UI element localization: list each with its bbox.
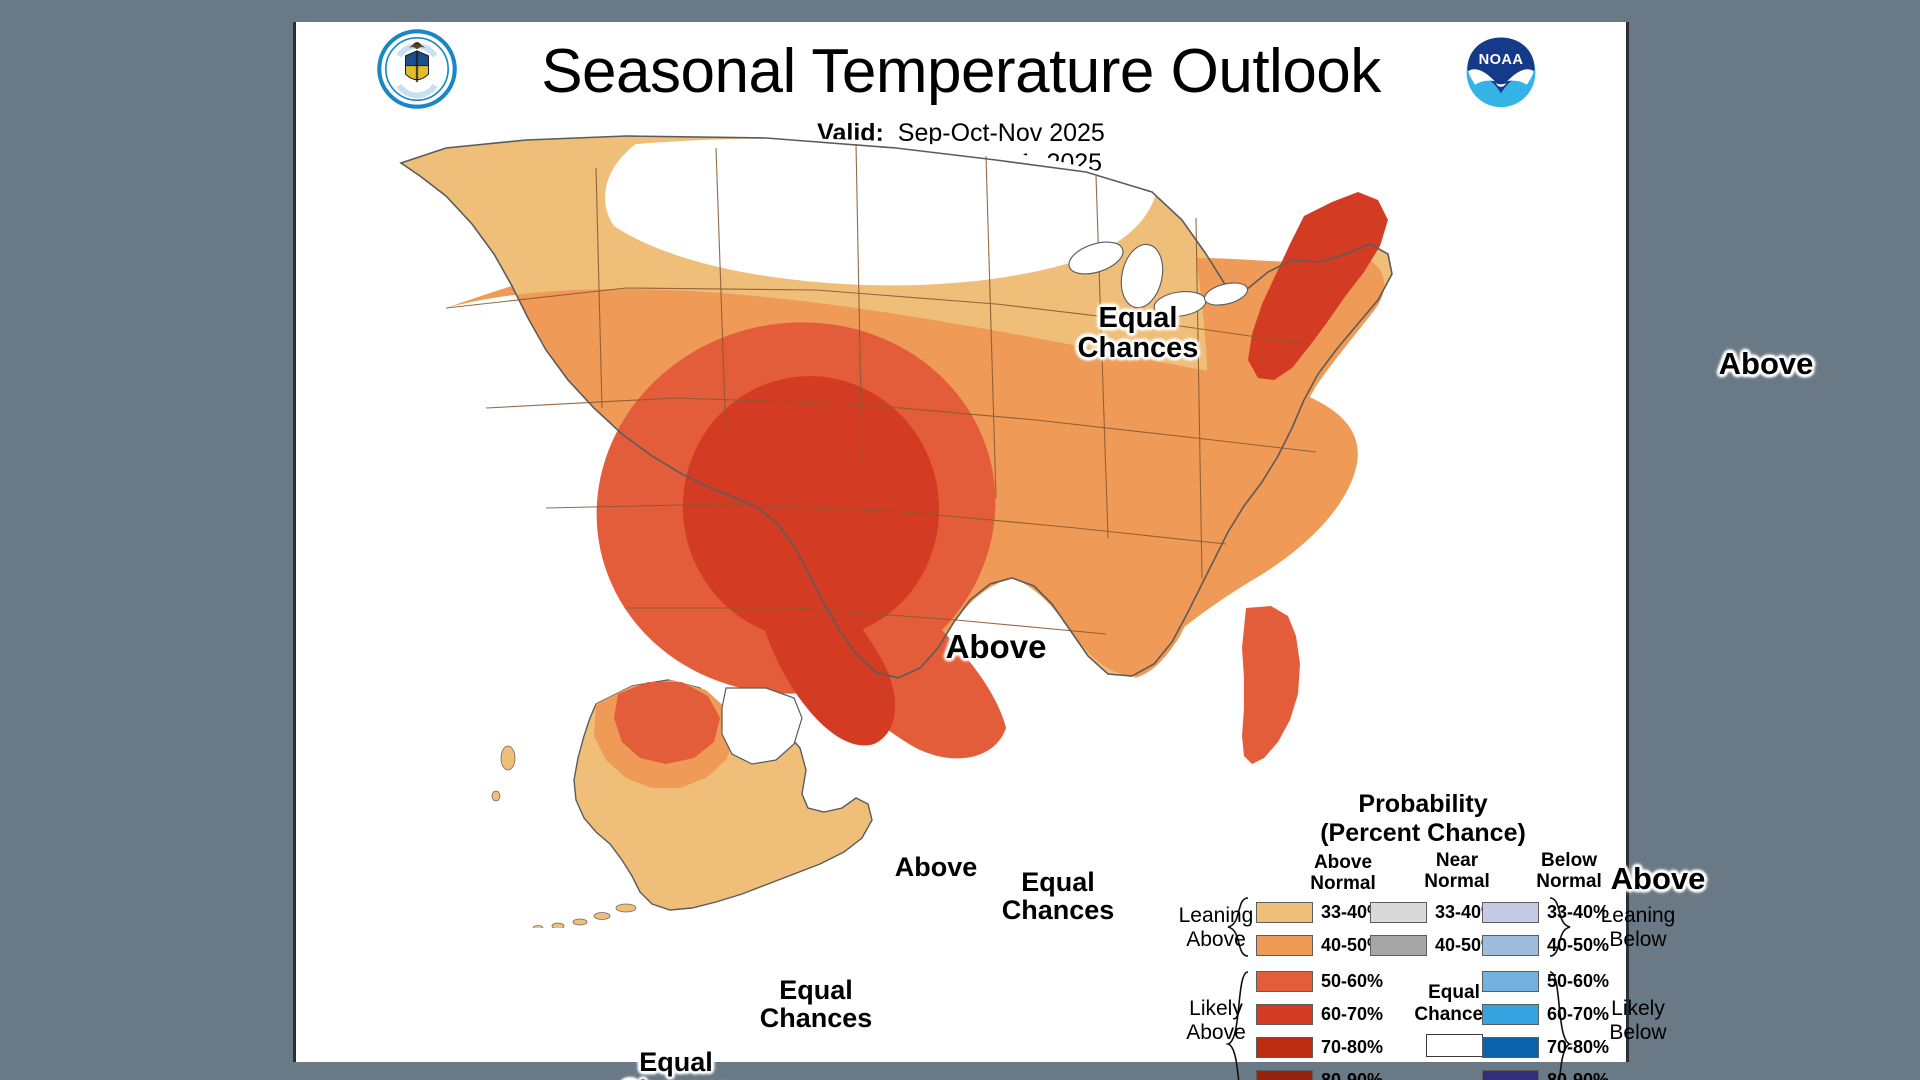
legend-item-above-60-70: 60-70% [1256, 1002, 1383, 1026]
legend-col-head-above: Above Normal [1288, 852, 1398, 894]
legend-col-below-line1: Below [1541, 850, 1597, 871]
legend-label-below-70-80: 70-80% [1547, 1036, 1610, 1057]
map-label-above-northeast: Above [1718, 346, 1814, 381]
legend-swatch-below-80-90 [1482, 1069, 1539, 1080]
legend-swatch-above-33-40 [1256, 901, 1313, 923]
map-label-equal-chances-far: Equal Chances [620, 1047, 733, 1080]
department-of-commerce-seal-icon [376, 28, 458, 110]
alaska-equal-chances-east [721, 687, 803, 765]
legend-item-near-33-40: 33-40% [1370, 900, 1497, 924]
state-boundaries [445, 143, 1317, 635]
region-equal-chances-plains [605, 138, 1156, 286]
legend-label-above-33-40: 33-40% [1321, 901, 1384, 922]
legend-label-below-80-90: 80-90% [1547, 1069, 1610, 1080]
great-lakes [1068, 241, 1249, 317]
legend-label-above-80-90: 80-90% [1321, 1069, 1384, 1080]
legend-swatch-above-40-50 [1256, 934, 1313, 956]
legend-col-head-near: Near Normal [1402, 850, 1512, 892]
bracket-likely-above-icon [1225, 971, 1249, 1080]
legend-col-below-line2: Normal [1536, 871, 1602, 892]
legend-item-near-40-50: 40-50% [1370, 933, 1497, 957]
valid-value: Sep-Oct-Nov 2025 [897, 119, 1105, 147]
legend-label-below-50-60: 50-60% [1547, 970, 1610, 991]
legend-item-below-80-90: 80-90% [1482, 1068, 1609, 1080]
legend-label-below-60-70: 60-70% [1547, 1003, 1610, 1024]
legend-col-near-line2: Normal [1424, 871, 1490, 892]
legend-equal-chances-line1: Equal [1428, 982, 1480, 1003]
region-above-60-70-northeast [1248, 192, 1388, 380]
map-panel: NOAA Seasonal Temperature Outlook Valid:… [296, 22, 1813, 1080]
legend-swatch-below-70-80 [1482, 1036, 1539, 1058]
noaa-logo-text: NOAA [1479, 52, 1524, 68]
legend: Probability (Percent Chance) Above Norma… [1179, 790, 1675, 1080]
region-above-60-70-tail [753, 538, 896, 746]
legend-item-below-40-50: 40-50% [1482, 933, 1609, 957]
legend-label-above-40-50: 40-50% [1321, 934, 1384, 955]
legend-label-below-33-40: 33-40% [1547, 901, 1610, 922]
bracket-leaning-above-icon [1227, 897, 1249, 957]
legend-columns: Above Normal Near Normal Below Normal [1179, 850, 1675, 1080]
map-label-above-florida: Above [1610, 861, 1706, 896]
legend-swatch-near-33-40 [1370, 901, 1427, 923]
legend-item-below-50-60: 50-60% [1482, 969, 1609, 993]
legend-bracket-likely-above: Likely Above [1186, 997, 1246, 1044]
legend-item-above-40-50: 40-50% [1256, 933, 1383, 957]
map-label-above-alaska: Above [894, 852, 978, 882]
legend-swatch-near-40-50 [1370, 934, 1427, 956]
legend-swatch-below-60-70 [1482, 1003, 1539, 1025]
legend-item-below-70-80: 70-80% [1482, 1035, 1609, 1059]
legend-title: Probability (Percent Chance) [1232, 790, 1614, 848]
legend-swatch-below-33-40 [1482, 901, 1539, 923]
legend-col-above-line2: Normal [1310, 873, 1376, 894]
legend-label-above-70-80: 70-80% [1321, 1036, 1384, 1057]
legend-item-above-70-80: 70-80% [1256, 1035, 1383, 1059]
legend-label-near-40-50: 40-50% [1435, 934, 1498, 955]
legend-label-below-40-50: 40-50% [1547, 934, 1610, 955]
map-label-above-west: Above [945, 628, 1047, 665]
bracket-likely-below-icon [1549, 971, 1573, 1080]
legend-col-above-line1: Above [1313, 852, 1373, 873]
legend-equal-chances: Equal Chances [1398, 982, 1510, 1057]
alaska-region-50-60 [614, 682, 720, 764]
alaska-inset [491, 679, 873, 931]
legend-swatch-above-60-70 [1256, 1003, 1313, 1025]
legend-bracket-leaning-below: Leaning Below [1600, 904, 1676, 951]
legend-item-below-60-70: 60-70% [1482, 1002, 1609, 1026]
legend-equal-chances-line2: Chances [1414, 1004, 1494, 1025]
legend-item-above-80-90: 80-90% [1256, 1068, 1383, 1080]
legend-item-above-33-40: 33-40% [1256, 900, 1383, 924]
region-above-50-60-florida [1242, 606, 1300, 764]
legend-bracket-leaning-above: Leaning Above [1178, 904, 1254, 951]
valid-row: Valid: Sep-Oct-Nov 2025 [296, 118, 1626, 148]
conus-region-group [401, 136, 1392, 764]
legend-item-below-33-40: 33-40% [1482, 900, 1609, 924]
noaa-logo-icon: NOAA [1458, 28, 1544, 114]
map-label-equal-chances-plains: Equal Chances [1077, 302, 1199, 365]
legend-col-near-line1: Near [1435, 850, 1479, 871]
legend-title-line2: (Percent Chance) [1320, 819, 1526, 847]
legend-swatch-above-80-90 [1256, 1069, 1313, 1080]
legend-item-above-50-60: 50-60% [1256, 969, 1383, 993]
page-title: Seasonal Temperature Outlook [541, 37, 1381, 106]
legend-label-above-60-70: 60-70% [1321, 1003, 1384, 1024]
legend-title-line1: Probability [1358, 790, 1488, 818]
legend-swatch-below-40-50 [1482, 934, 1539, 956]
legend-label-near-33-40: 33-40% [1435, 901, 1498, 922]
bracket-leaning-below-icon [1549, 897, 1571, 957]
outlook-map: Equal Chances Above Above Above Above Eq… [296, 108, 1813, 1080]
map-svg [399, 135, 1393, 931]
legend-swatch-above-50-60 [1256, 970, 1313, 992]
map-label-equal-chances-alaska: Equal Chances [1001, 867, 1115, 926]
legend-swatch-below-50-60 [1482, 970, 1539, 992]
legend-col-head-below: Below Normal [1514, 850, 1624, 892]
map-label-equal-chances-pacific: Equal Chances [759, 975, 873, 1034]
legend-swatch-equal-chances [1425, 1034, 1483, 1057]
legend-bracket-likely-below: Likely Below [1609, 997, 1667, 1044]
legend-label-above-50-60: 50-60% [1321, 970, 1384, 991]
region-above-40-50-east [1134, 258, 1385, 678]
legend-swatch-above-70-80 [1256, 1036, 1313, 1058]
